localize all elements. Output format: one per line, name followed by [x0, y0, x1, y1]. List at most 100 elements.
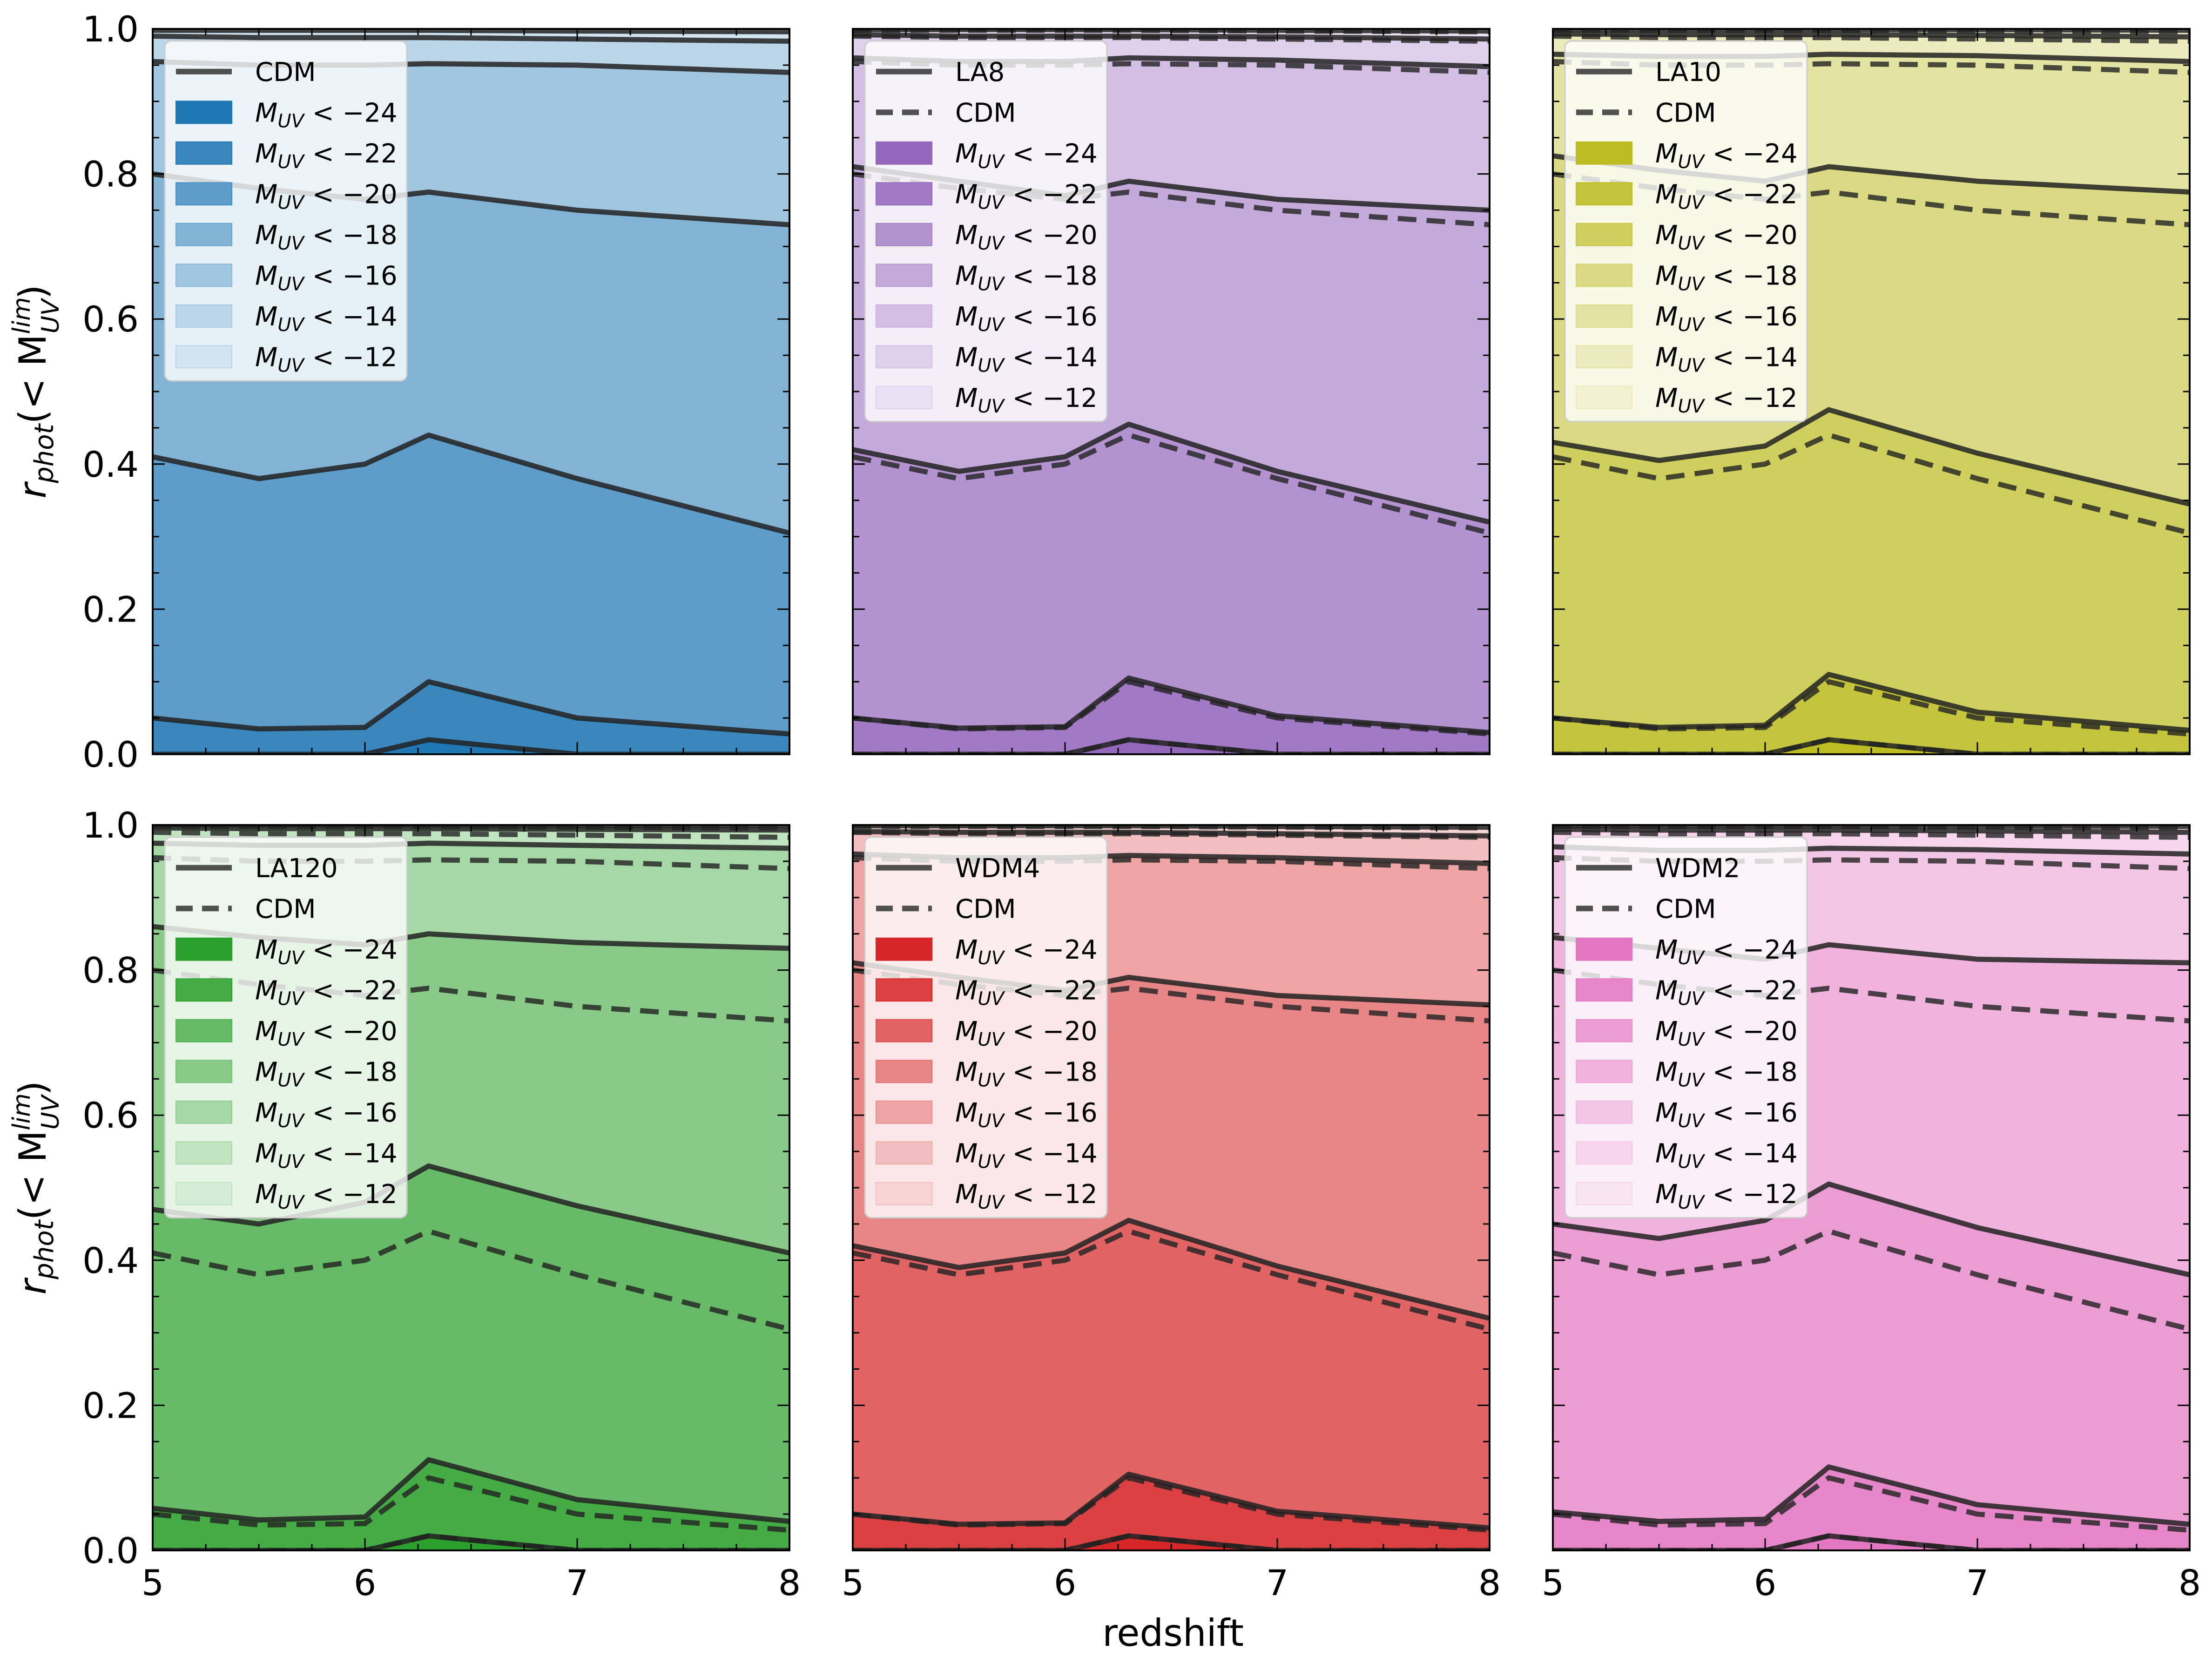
legend-label: MUV < −12: [255, 342, 398, 376]
legend-swatch: [1576, 345, 1632, 369]
legend-swatch: [1576, 978, 1632, 1002]
plot-area: [153, 29, 789, 754]
legend-swatch: [876, 937, 932, 961]
cdm-reference-line: [853, 830, 1490, 840]
legend-swatch: [1576, 937, 1632, 961]
legend-label: MUV < −12: [955, 383, 1098, 417]
legend-label: MUV < −22: [955, 975, 1098, 1009]
y-axis-title: rphot(< MlimUV): [8, 1081, 65, 1294]
cdm-reference-line: [1553, 34, 2190, 44]
cdm-reference-line: [153, 1228, 789, 1332]
legend-swatch: [1576, 182, 1632, 206]
legend-label: LA10: [1655, 57, 1721, 88]
cdm-reference-line: [853, 1533, 1490, 1550]
legend: LA8 CDM MUV < −24 MUV < −22 MUV < −20 MUV < −…: [864, 40, 1108, 422]
legend-label: MUV < −22: [255, 139, 398, 173]
legend-label: MUV < −22: [955, 179, 1098, 213]
legend-label: CDM: [255, 894, 316, 924]
y-tick-label: 0.6: [82, 298, 139, 340]
legend-label: MUV < −14: [955, 1138, 1098, 1172]
legend-swatch: [876, 1182, 932, 1205]
legend-label: MUV < −18: [955, 261, 1098, 295]
legend-swatch: [1576, 1141, 1632, 1165]
legend-label: MUV < −22: [1655, 179, 1798, 213]
x-axis-title: redshift: [1102, 1611, 1244, 1655]
legend-swatch: [1576, 1182, 1632, 1205]
band-muv-m24: [1553, 1535, 2190, 1550]
cdm-reference-line: [1553, 679, 2190, 737]
legend-swatch: [1576, 1019, 1632, 1042]
legend: CDM MUV < −24 MUV < −22 MUV < −20 MUV < −18 M…: [164, 40, 408, 382]
cdm-reference-line: [1553, 29, 2190, 34]
cdm-reference-line: [853, 737, 1490, 754]
x-tick-label: 8: [1478, 1562, 1501, 1603]
legend-label: MUV < −16: [955, 302, 1098, 336]
model-line-muv-m22: [1553, 1464, 2190, 1527]
cdm-reference-line: [1553, 1475, 2190, 1533]
x-tick-label: 6: [1054, 1562, 1076, 1603]
cdm-reference-line: [153, 1533, 789, 1550]
legend-label: CDM: [955, 98, 1016, 128]
panels-layer: 0.0 0.2 0.4 0.6 0.8 1.0 rphot(< MlimUV) CDM MUV …: [8, 8, 2201, 1603]
model-line-muv-m24: [153, 737, 789, 754]
legend-label: MUV < −24: [1655, 139, 1798, 173]
legend-label: MUV < −14: [255, 302, 398, 336]
cdm-reference-line: [153, 825, 789, 831]
band-muv-m22: [853, 1474, 1490, 1550]
legend-label: MUV < −20: [255, 1016, 398, 1050]
cdm-reference-line: [153, 830, 789, 840]
legend-swatch: [175, 1182, 232, 1205]
legend: WDM4 CDM MUV < −24 MUV < −22 MUV < −20 MUV < …: [864, 836, 1108, 1218]
legend-label: MUV < −24: [1655, 935, 1798, 969]
legend-label: MUV < −18: [955, 1057, 1098, 1091]
band-muv-m20: [853, 1220, 1490, 1528]
y-tick-label: 0.2: [82, 588, 139, 630]
legend-label: MUV < −12: [1655, 383, 1798, 417]
legend-swatch: [876, 141, 932, 165]
band-muv-m24: [153, 739, 789, 754]
band-muv-m22: [153, 682, 789, 754]
x-tick-label: 6: [354, 1562, 376, 1603]
legend-box: [164, 40, 408, 382]
cdm-reference-line: [853, 1228, 1490, 1332]
legend-label: MUV < −18: [1655, 261, 1798, 295]
legend-swatch: [175, 1019, 232, 1042]
legend-label: MUV < −20: [1655, 220, 1798, 254]
y-tick-label: 0.0: [82, 1530, 139, 1571]
x-tick-label: 6: [1754, 1562, 1776, 1603]
legend-swatch: [876, 1141, 932, 1165]
legend-swatch: [175, 1141, 232, 1165]
cdm-reference-line: [1553, 1228, 2190, 1332]
cdm-reference-line: [853, 34, 1490, 44]
band-muv-m22: [153, 1460, 789, 1550]
legend-swatch: [1576, 1060, 1632, 1083]
legend-swatch: [876, 1060, 932, 1083]
legend-label: MUV < −16: [955, 1098, 1098, 1132]
panel-la8: LA8 CDM MUV < −24 MUV < −22 MUV < −20 MUV < −…: [852, 28, 1490, 755]
model-line-muv-m14: [153, 34, 789, 44]
band-muv-m24: [853, 1535, 1490, 1550]
legend-swatch: [175, 101, 232, 124]
y-tick-label: 1.0: [82, 8, 139, 50]
legend-swatch: [876, 223, 932, 246]
cdm-reference-line: [1553, 825, 2190, 831]
legend: LA10 CDM MUV < −24 MUV < −22 MUV < −20 MUV < …: [1564, 40, 1808, 422]
band-muv-m22: [853, 678, 1490, 754]
model-line-muv-m20: [153, 433, 789, 536]
legend-swatch: [1576, 386, 1632, 409]
cdm-reference-line: [1553, 830, 2190, 840]
legend-swatch: [175, 1100, 232, 1124]
band-muv-m24: [153, 1535, 789, 1550]
cdm-reference-line: [153, 1475, 789, 1533]
legend-label: MUV < −14: [955, 342, 1098, 376]
cdm-reference-line: [1553, 1533, 2190, 1550]
legend-label: CDM: [955, 894, 1016, 924]
legend-label: CDM: [1655, 894, 1716, 924]
legend-swatch: [876, 1100, 932, 1124]
legend-swatch: [1576, 264, 1632, 287]
legend-swatch: [876, 1019, 932, 1042]
cdm-reference-line: [1553, 737, 2190, 754]
legend: WDM2 CDM MUV < −24 MUV < −22 MUV < −20 MUV < …: [1564, 836, 1808, 1218]
legend-swatch: [1576, 1100, 1632, 1124]
cdm-reference-line: [853, 432, 1490, 536]
